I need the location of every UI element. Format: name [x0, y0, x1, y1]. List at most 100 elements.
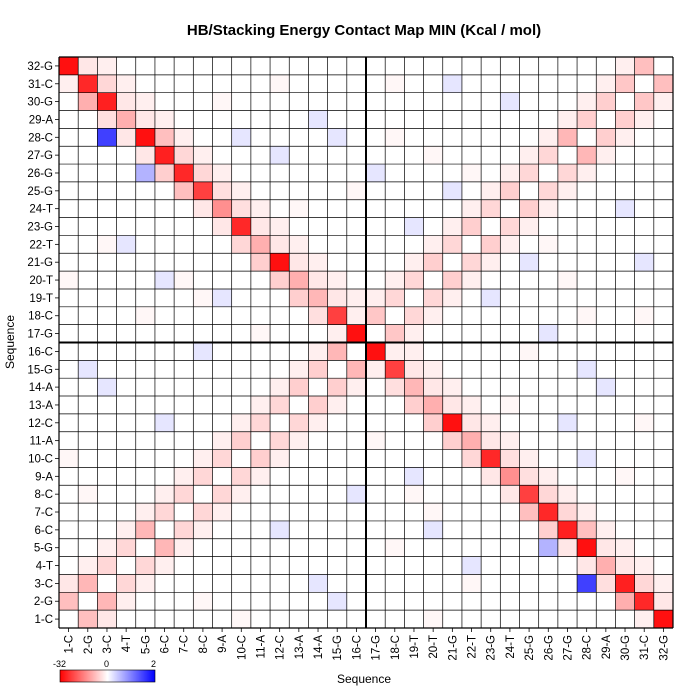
heatmap-cell: [289, 378, 309, 397]
x-tick-label: 16-C: [351, 635, 363, 660]
heatmap-cell: [346, 324, 366, 343]
heatmap-cell: [97, 110, 117, 129]
heatmap-cell: [346, 378, 366, 397]
x-tick-label: 10-C: [236, 635, 248, 660]
y-tick-label: 16-C: [28, 346, 53, 358]
heatmap-cell: [596, 574, 616, 593]
heatmap-cell: [174, 146, 194, 165]
heatmap-cell: [577, 360, 597, 379]
x-tick-label: 22-T: [467, 635, 479, 659]
heatmap-cell: [615, 199, 635, 218]
heatmap-cell: [116, 92, 136, 111]
heatmap-cell: [653, 592, 673, 611]
heatmap-cell: [78, 92, 98, 111]
heatmap-cell: [461, 199, 482, 218]
heatmap-cell: [385, 342, 405, 361]
heatmap-cell: [423, 503, 443, 521]
heatmap-cell: [97, 378, 117, 397]
x-tick-label: 32-G: [658, 635, 670, 661]
heatmap-cell: [193, 199, 213, 218]
heatmap-cell: [193, 288, 213, 307]
heatmap-cell: [366, 431, 386, 450]
heatmap-cell: [154, 110, 175, 129]
heatmap-cell: [212, 92, 232, 111]
heatmap-cell: [442, 288, 462, 307]
y-tick-label: 25-G: [27, 186, 53, 198]
heatmap-cell: [78, 574, 98, 593]
heatmap-cell: [97, 57, 117, 75]
heatmap-cell: [404, 378, 424, 397]
heatmap-cell: [538, 128, 558, 147]
heatmap-cell: [231, 235, 251, 254]
heatmap-cell: [577, 449, 597, 468]
heatmap-cell: [78, 610, 98, 628]
heatmap-cell: [385, 288, 405, 307]
heatmap-cell: [385, 360, 405, 379]
heatmap-cell: [596, 538, 616, 557]
heatmap-cell: [423, 378, 443, 397]
heatmap-cell: [270, 253, 290, 272]
y-tick-label: 14-A: [29, 382, 54, 394]
x-tick-label: 6-C: [160, 635, 172, 654]
heatmap-cell: [212, 164, 232, 182]
heatmap-cell: [404, 217, 424, 236]
heatmap-cell: [538, 324, 558, 343]
heatmap-cell: [500, 396, 520, 414]
heatmap-cell: [327, 342, 347, 361]
heatmap-cell: [97, 235, 117, 254]
heatmap-cell: [481, 253, 501, 272]
heatmap-cell: [615, 128, 635, 147]
heatmap-cell: [97, 592, 117, 611]
y-tick-label: 5-G: [34, 543, 53, 555]
heatmap-cell: [250, 253, 271, 272]
heatmap-cell: [289, 253, 309, 272]
heatmap-cell: [500, 431, 520, 450]
heatmap-cell: [423, 396, 443, 414]
heatmap-cell: [557, 110, 578, 129]
x-tick-label: 24-T: [505, 635, 517, 659]
heatmap-cell: [615, 592, 635, 611]
heatmap-cell: [519, 164, 539, 182]
x-tick-label: 1-C: [64, 635, 76, 654]
heatmap-cell: [308, 271, 328, 289]
heatmap-cell: [519, 217, 539, 236]
heatmap-cell: [154, 485, 175, 504]
heatmap-cell: [481, 199, 501, 218]
heatmap-cell: [366, 306, 386, 325]
heatmap-cell: [308, 288, 328, 307]
heatmap-cell: [135, 574, 155, 593]
colorbar-gradient: [59, 669, 156, 683]
heatmap-cell: [97, 128, 117, 147]
x-tick-label: 21-G: [447, 635, 459, 661]
heatmap-cell: [193, 592, 213, 611]
heatmap-cell: [500, 164, 520, 182]
heatmap-cell: [116, 520, 136, 539]
x-tick-label: 25-G: [524, 635, 536, 661]
heatmap-cell: [270, 217, 290, 236]
heatmap-cell: [212, 431, 232, 450]
heatmap-cell: [519, 342, 539, 361]
heatmap-cell: [59, 592, 79, 611]
heatmap-cell: [596, 146, 616, 165]
heatmap-cell: [231, 199, 251, 218]
heatmap-cell: [270, 235, 290, 254]
heatmap-cell: [327, 128, 347, 147]
heatmap-cell: [461, 164, 482, 182]
colorbar: -32 0 2: [53, 659, 156, 683]
heatmap-cell: [538, 538, 558, 557]
heatmap-cell: [557, 128, 578, 147]
heatmap-cell: [250, 235, 271, 254]
heatmap-cell: [634, 592, 654, 611]
x-tick-label: 2-G: [83, 635, 95, 654]
heatmap-cell: [231, 128, 251, 147]
heatmap-cell: [327, 396, 347, 414]
y-tick-label: 12-C: [28, 418, 53, 430]
x-tick-label: 11-A: [255, 635, 267, 659]
heatmap-cell: [385, 271, 405, 289]
heatmap-cell: [461, 413, 482, 432]
heatmap-cell: [385, 128, 405, 147]
heatmap-cell: [577, 574, 597, 593]
heatmap-cell: [596, 128, 616, 147]
heatmap-cell: [442, 413, 462, 432]
